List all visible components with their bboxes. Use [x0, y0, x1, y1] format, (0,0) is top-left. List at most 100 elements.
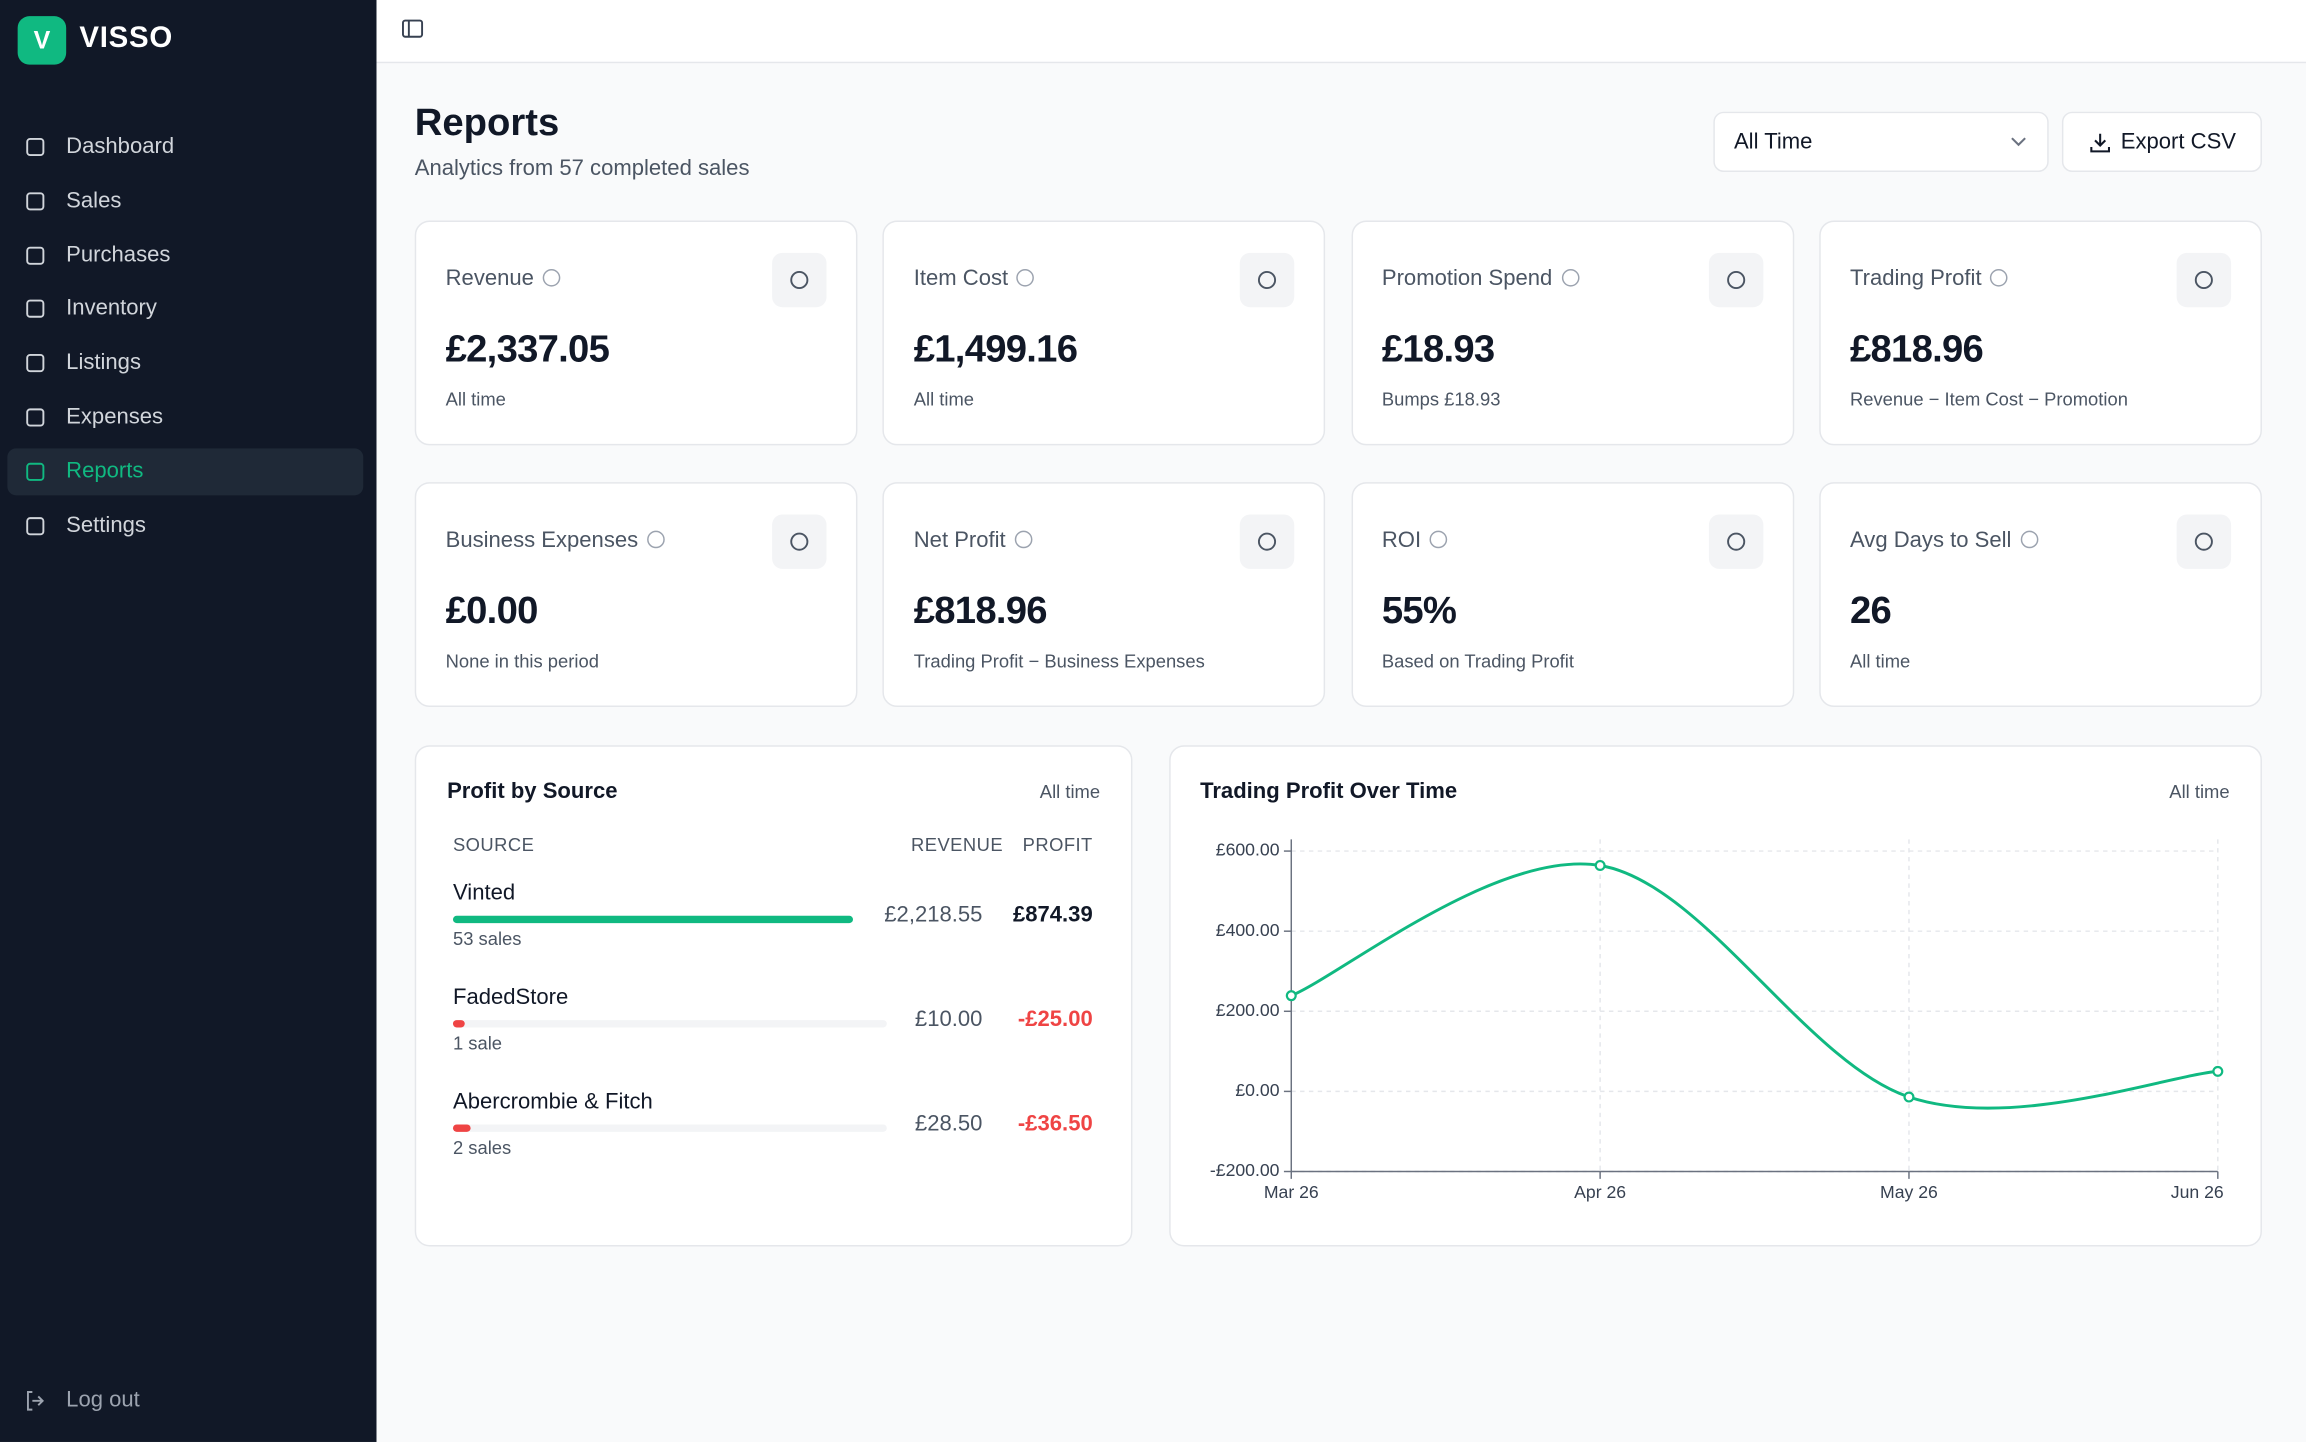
nav-item[interactable]: Listings: [7, 340, 363, 387]
stat-card: Revenue £2,337.05 All time: [414, 220, 858, 446]
column-header: REVENUE: [911, 834, 1004, 856]
x-tick-label: Jun 26: [2171, 1182, 2224, 1202]
nav-item[interactable]: Sales: [7, 178, 363, 225]
nav-label: Sales: [66, 187, 122, 213]
stat-icon: [772, 252, 827, 308]
stat-icon: [2176, 514, 2231, 569]
stat-label: Revenue: [446, 266, 561, 291]
stat-note: Trading Profit − Business Expenses: [913, 651, 1205, 672]
x-tick-label: Apr 26: [1574, 1182, 1626, 1202]
y-tick-label: £0.00: [1235, 1080, 1279, 1100]
stat-card: Avg Days to Sell 26 All time: [1819, 482, 2262, 708]
info-icon: [646, 530, 665, 549]
source-sales: 1 sale: [452, 1033, 503, 1054]
stat-label: Promotion Spend: [1382, 266, 1579, 291]
nav-item[interactable]: Dashboard: [7, 123, 363, 170]
stat-label: Avg Days to Sell: [1850, 528, 2038, 553]
stat-icon: [1240, 514, 1295, 569]
stat-card: Net Profit £818.96 Trading Profit − Busine…: [882, 482, 1326, 708]
stat-note: Based on Trading Profit: [1381, 651, 1574, 672]
stat-card: Item Cost £1,499.16 All time: [882, 220, 1326, 446]
source-profit: -£36.50: [1017, 1111, 1093, 1137]
source-name: Vinted: [452, 880, 516, 906]
source-revenue: £10.00: [914, 1006, 983, 1032]
nav-label: Dashboard: [66, 133, 175, 159]
y-tick-label: £600.00: [1216, 840, 1280, 860]
stat-note: All time: [1849, 651, 1911, 672]
stat-value: 55%: [1381, 587, 1457, 633]
nav-item[interactable]: Purchases: [7, 232, 363, 279]
stat-value: 26: [1849, 587, 1892, 633]
info-icon: [1561, 268, 1579, 287]
nav-item[interactable]: Inventory: [7, 286, 363, 333]
stat-label: Business Expenses: [446, 528, 665, 553]
panel-title: Profit by Source: [447, 779, 618, 805]
bar-track: [452, 1124, 887, 1132]
nav-label: Purchases: [66, 241, 171, 267]
source-sales: 53 sales: [452, 928, 522, 950]
source-name: Abercrombie & Fitch: [452, 1089, 653, 1115]
stat-value: £2,337.05: [445, 326, 610, 371]
bar: [452, 915, 854, 924]
bar-track: [452, 1020, 887, 1028]
point: [1903, 1091, 1915, 1103]
info-icon: [1014, 530, 1033, 549]
stat-icon: [772, 514, 827, 569]
sidebar: V VISSO Log out Dashboard Sales Purchases I…: [0, 0, 377, 1442]
stat-label: ROI: [1382, 528, 1448, 553]
source-name: FadedStore: [452, 984, 569, 1010]
source-sales: 2 sales: [452, 1137, 512, 1159]
source-profit: £874.39: [1012, 902, 1093, 928]
stat-label: Net Profit: [914, 528, 1033, 553]
x-tick-label: Mar 26: [1264, 1182, 1319, 1202]
stat-note: None in this period: [445, 651, 599, 672]
topbar: [376, 0, 2306, 64]
info-icon: [1990, 268, 2009, 287]
logout-label: Log out: [66, 1387, 140, 1413]
stat-note: All time: [913, 389, 975, 411]
sidebar-toggle[interactable]: [402, 18, 424, 40]
nav-label: Listings: [66, 350, 141, 376]
stat-icon: [1708, 514, 1763, 569]
stat-value: £0.00: [445, 587, 539, 633]
period-select[interactable]: All Time: [1713, 111, 2049, 172]
stat-note: Revenue − Item Cost − Promotion: [1849, 389, 2128, 411]
info-icon: [542, 268, 561, 287]
brand: VISSO: [79, 22, 174, 55]
stat-icon: [1240, 252, 1295, 308]
export-label: Export CSV: [2120, 129, 2237, 155]
page-subtitle: Analytics from 57 completed sales: [414, 155, 750, 181]
stat-card: Trading Profit £818.96 Revenue − Item Cost…: [1819, 220, 2262, 446]
profit-chart-panel: Trading Profit Over Time All time -£200.…: [1169, 745, 2262, 1247]
profit-by-source: Profit by Source All time SOURCE REVENUE…: [414, 745, 1133, 1247]
stat-label: Trading Profit: [1850, 266, 2009, 291]
source-profit: -£25.00: [1017, 1006, 1093, 1032]
nav-item[interactable]: Reports: [7, 448, 364, 496]
page-title: Reports: [414, 99, 560, 145]
y-tick-label: £400.00: [1216, 920, 1280, 940]
stat-value: £1,499.16: [913, 326, 1078, 371]
stat-icon: [1708, 252, 1763, 308]
stat-icon: [2176, 252, 2231, 308]
bar: [452, 1124, 472, 1132]
chart: -£200.00 £0.00 £200.00 £400.00 £600.00 Mar 26…: [1210, 839, 2224, 1202]
column-header: SOURCE: [452, 834, 535, 856]
export-button[interactable]: Export CSV: [2061, 111, 2262, 172]
logout[interactable]: Log out: [7, 1377, 363, 1424]
x-tick-label: May 26: [1880, 1182, 1938, 1202]
stat-value: £18.93: [1381, 326, 1495, 371]
nav-item[interactable]: Settings: [7, 502, 363, 549]
stat-card: ROI 55% Based on Trading Profit: [1350, 482, 1794, 708]
info-icon: [1429, 530, 1448, 549]
nav-label: Settings: [66, 512, 146, 538]
chart-subtitle: All time: [2169, 781, 2230, 803]
stat-card: Business Expenses £0.00 None in this perio…: [414, 482, 858, 708]
column-header: PROFIT: [1022, 834, 1093, 856]
info-icon: [1016, 268, 1035, 287]
chart-title: Trading Profit Over Time: [1200, 779, 1458, 805]
point: [1594, 859, 1606, 872]
source-revenue: £2,218.55: [884, 902, 983, 928]
nav-item[interactable]: Expenses: [7, 394, 363, 441]
y-tick-label: -£200.00: [1210, 1160, 1280, 1180]
